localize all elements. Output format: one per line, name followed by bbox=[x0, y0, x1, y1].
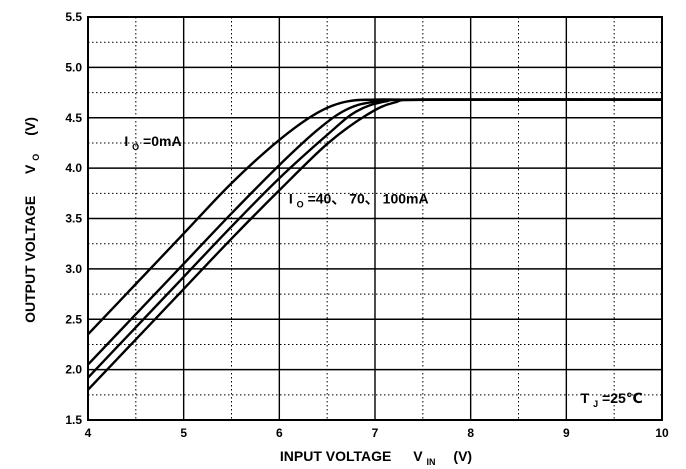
x-tick-label: 7 bbox=[372, 426, 379, 440]
annotation-io-loads-text: =40、 70、 100mA bbox=[308, 190, 429, 206]
plot-frame bbox=[87, 16, 663, 421]
x-tick-label: 5 bbox=[180, 426, 187, 440]
y-tick-label: 4.0 bbox=[65, 161, 82, 175]
y-axis-title: OUTPUT VOLTAGE V O (V) bbox=[22, 117, 42, 323]
y-tick-label: 5.5 bbox=[65, 10, 82, 24]
y-axis-title-label: OUTPUT VOLTAGE bbox=[22, 196, 38, 323]
series-line-4 bbox=[87, 98, 663, 391]
y-axis-title-symbol: V bbox=[22, 164, 38, 174]
annotation-tj-text: =25℃ bbox=[602, 390, 643, 406]
y-tick-label: 3.5 bbox=[65, 212, 82, 226]
y-tick-label: 4.5 bbox=[65, 111, 82, 125]
y-tick-label: 5.0 bbox=[65, 60, 82, 74]
x-tick-label: 8 bbox=[467, 426, 474, 440]
x-axis-title-sub: IN bbox=[427, 457, 436, 467]
annotation-tj: T J =25℃ bbox=[581, 390, 643, 410]
x-tick-label: 10 bbox=[655, 426, 669, 440]
y-tick-label: 1.5 bbox=[65, 413, 82, 427]
x-tick-label: 9 bbox=[563, 426, 570, 440]
y-tick-label: 2.0 bbox=[65, 363, 82, 377]
x-tick-label: 4 bbox=[85, 426, 92, 440]
annotation-tj-prefix: T bbox=[581, 390, 590, 406]
x-axis-title-label: INPUT VOLTAGE bbox=[280, 448, 391, 464]
annotation-io-zero-prefix: I bbox=[124, 133, 128, 149]
y-axis-title-sub: O bbox=[31, 154, 41, 161]
x-axis-title: INPUT VOLTAGE V IN (V) bbox=[280, 448, 472, 468]
x-axis-title-symbol: V bbox=[413, 448, 423, 464]
annotation-io-zero: I O =0mA bbox=[124, 133, 181, 153]
annotation-io-loads-sub: O bbox=[297, 199, 304, 209]
x-axis-title-unit: (V) bbox=[453, 448, 472, 464]
annotation-io-zero-sub: O bbox=[132, 142, 139, 152]
annotation-io-loads: I O =40、 70、 100mA bbox=[289, 190, 429, 210]
y-tick-label: 2.5 bbox=[65, 312, 82, 326]
x-tick-labels: 4 5 6 7 8 9 10 bbox=[85, 426, 669, 440]
annotation-tj-sub: J bbox=[593, 399, 598, 409]
major-grid bbox=[87, 16, 663, 421]
y-tick-label: 3.0 bbox=[65, 262, 82, 276]
annotation-io-loads-prefix: I bbox=[289, 190, 293, 206]
annotation-io-zero-text: =0mA bbox=[143, 133, 182, 149]
curves bbox=[87, 98, 663, 391]
x-tick-label: 6 bbox=[276, 426, 283, 440]
y-axis-title-unit: (V) bbox=[22, 117, 38, 136]
y-tick-labels: 1.5 2.0 2.5 3.0 3.5 4.0 4.5 5.0 5.5 bbox=[65, 10, 82, 427]
